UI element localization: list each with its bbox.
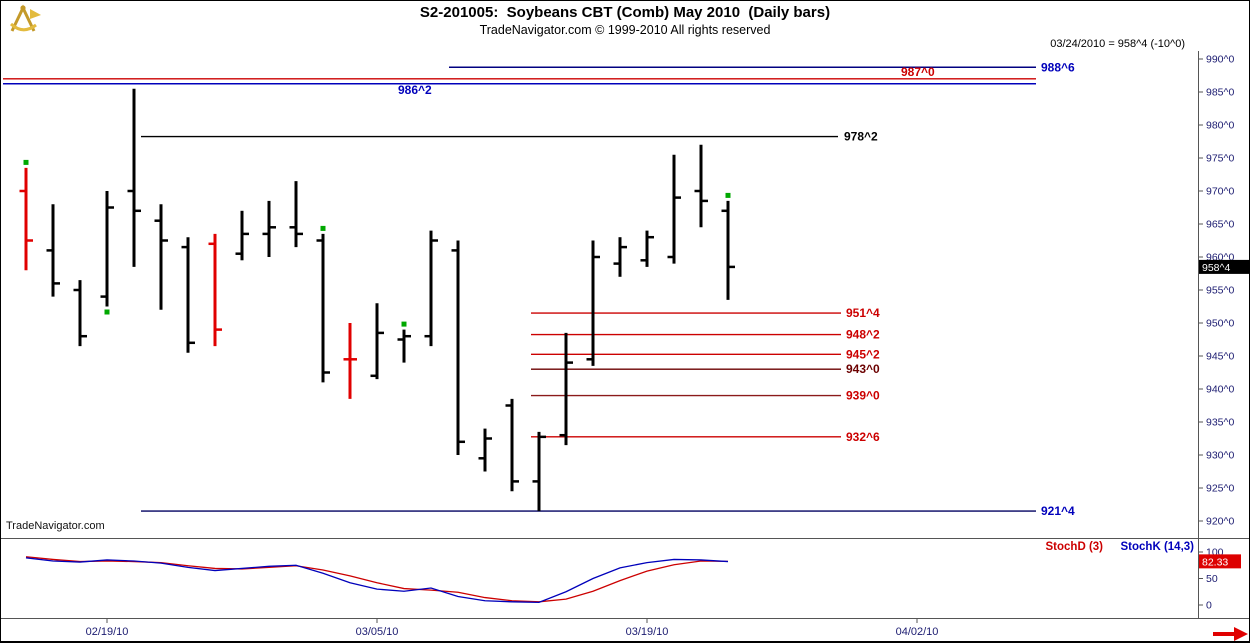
price-tick-label: 965^0	[1206, 219, 1234, 231]
gold-sextant-icon	[9, 4, 41, 32]
level-label-948-2: 948^2	[846, 328, 880, 342]
price-tick-label: 920^0	[1206, 516, 1234, 528]
level-label-939-0: 939^0	[846, 389, 880, 403]
stoch-tick-label: 50	[1206, 573, 1218, 585]
level-label-988-6: 988^6	[1041, 60, 1075, 74]
watermark-text: TradeNavigator.com	[6, 520, 105, 532]
price-tick-label: 990^0	[1206, 54, 1234, 66]
level-label-951-4: 951^4	[846, 306, 880, 320]
price-tick-label: 940^0	[1206, 384, 1234, 396]
level-label-978-2: 978^2	[844, 130, 878, 144]
stoch-k-legend: StochK (14,3)	[1121, 541, 1195, 553]
signal-marker	[320, 225, 326, 231]
price-tick-label: 970^0	[1206, 186, 1234, 198]
stoch-value-badge	[1199, 554, 1241, 569]
level-label-987-0: 987^0	[901, 65, 935, 79]
stoch-tick-label: 0	[1206, 600, 1212, 612]
price-tick-label: 930^0	[1206, 450, 1234, 462]
stoch-value-label: 82.33	[1202, 556, 1228, 568]
bottom-border	[1, 641, 1249, 642]
last-price-badge-label: 958^4	[1202, 262, 1230, 274]
signal-marker	[401, 321, 407, 327]
stoch-d-line	[25, 556, 729, 603]
tradenavigator-logo	[7, 4, 45, 36]
stoch-d-legend: StochD (3)	[1046, 541, 1104, 553]
price-tick-label: 935^0	[1206, 417, 1234, 429]
last-quote-readout: 03/24/2010 = 958^4 (-10^0)	[1050, 38, 1185, 50]
price-tick-label: 985^0	[1206, 87, 1234, 99]
signal-marker	[725, 192, 731, 198]
level-label-921-4: 921^4	[1041, 504, 1075, 518]
date-tick-label: 04/02/10	[896, 626, 939, 638]
signal-marker	[23, 159, 29, 165]
price-tick-label: 925^0	[1206, 483, 1234, 495]
scroll-right-arrow-icon[interactable]	[1213, 627, 1248, 641]
copyright-line: TradeNavigator.com © 1999-2010 All right…	[479, 23, 771, 37]
page-title: S2-201005: Soybeans CBT (Comb) May 2010 …	[419, 4, 831, 21]
price-tick-label: 950^0	[1206, 318, 1234, 330]
level-label-986-2: 986^2	[398, 83, 432, 97]
stoch-k-line	[25, 557, 729, 604]
date-tick-label: 03/19/10	[626, 626, 669, 638]
price-tick-label: 980^0	[1206, 120, 1234, 132]
price-tick-label: 955^0	[1206, 285, 1234, 297]
date-tick-label: 02/19/10	[86, 626, 129, 638]
level-label-932-6: 932^6	[846, 430, 880, 444]
signal-marker	[104, 309, 110, 315]
level-label-943-0: 943^0	[846, 362, 880, 376]
level-label-945-2: 945^2	[846, 347, 880, 361]
price-tick-label: 945^0	[1206, 351, 1234, 363]
date-tick-label: 03/05/10	[356, 626, 399, 638]
last-price-badge	[1199, 259, 1249, 274]
price-tick-label: 975^0	[1206, 153, 1234, 165]
